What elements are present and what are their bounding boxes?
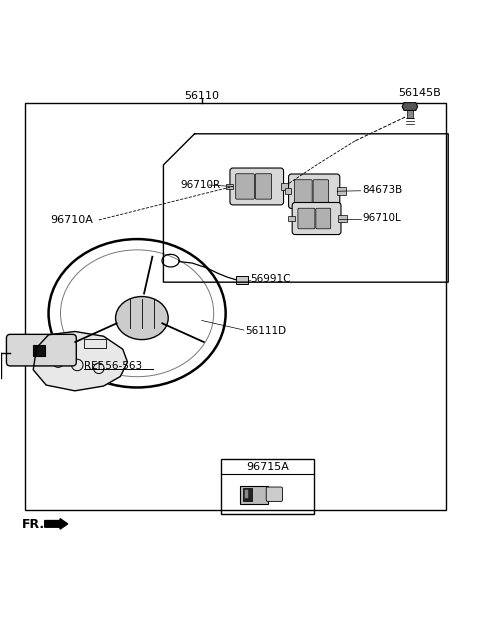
Text: 96710L: 96710L: [362, 213, 401, 223]
FancyBboxPatch shape: [288, 174, 340, 209]
FancyBboxPatch shape: [230, 168, 284, 205]
FancyBboxPatch shape: [255, 174, 272, 199]
Text: REF.56-563: REF.56-563: [84, 361, 143, 371]
Text: 84673B: 84673B: [362, 185, 402, 195]
Bar: [285, 188, 291, 194]
FancyBboxPatch shape: [236, 174, 254, 199]
Ellipse shape: [116, 297, 168, 339]
Bar: [240, 486, 268, 503]
Bar: [221, 459, 314, 515]
Bar: [236, 276, 248, 284]
Polygon shape: [33, 331, 128, 391]
Text: 96715A: 96715A: [246, 462, 289, 473]
FancyBboxPatch shape: [266, 487, 282, 502]
Text: FR.: FR.: [22, 518, 45, 531]
Bar: [243, 487, 252, 501]
FancyArrow shape: [45, 519, 68, 529]
FancyBboxPatch shape: [292, 202, 341, 234]
FancyBboxPatch shape: [316, 208, 331, 229]
FancyBboxPatch shape: [313, 180, 329, 203]
Bar: [84, 339, 106, 348]
Text: 56145B: 56145B: [398, 88, 441, 98]
Bar: [33, 345, 45, 357]
Polygon shape: [402, 102, 418, 110]
Text: 56991C: 56991C: [251, 274, 291, 284]
FancyBboxPatch shape: [294, 180, 312, 203]
Bar: [226, 184, 233, 189]
Text: 96710A: 96710A: [50, 215, 93, 225]
Bar: [24, 102, 446, 510]
Text: 96710R: 96710R: [180, 180, 220, 190]
FancyBboxPatch shape: [298, 208, 315, 229]
Text: 56111D: 56111D: [245, 326, 286, 336]
FancyBboxPatch shape: [6, 334, 76, 366]
Bar: [281, 183, 289, 190]
Bar: [288, 216, 295, 222]
Bar: [338, 215, 347, 222]
Text: 56110: 56110: [184, 91, 219, 101]
Bar: [337, 188, 346, 195]
Bar: [407, 110, 413, 118]
Bar: [245, 491, 248, 498]
